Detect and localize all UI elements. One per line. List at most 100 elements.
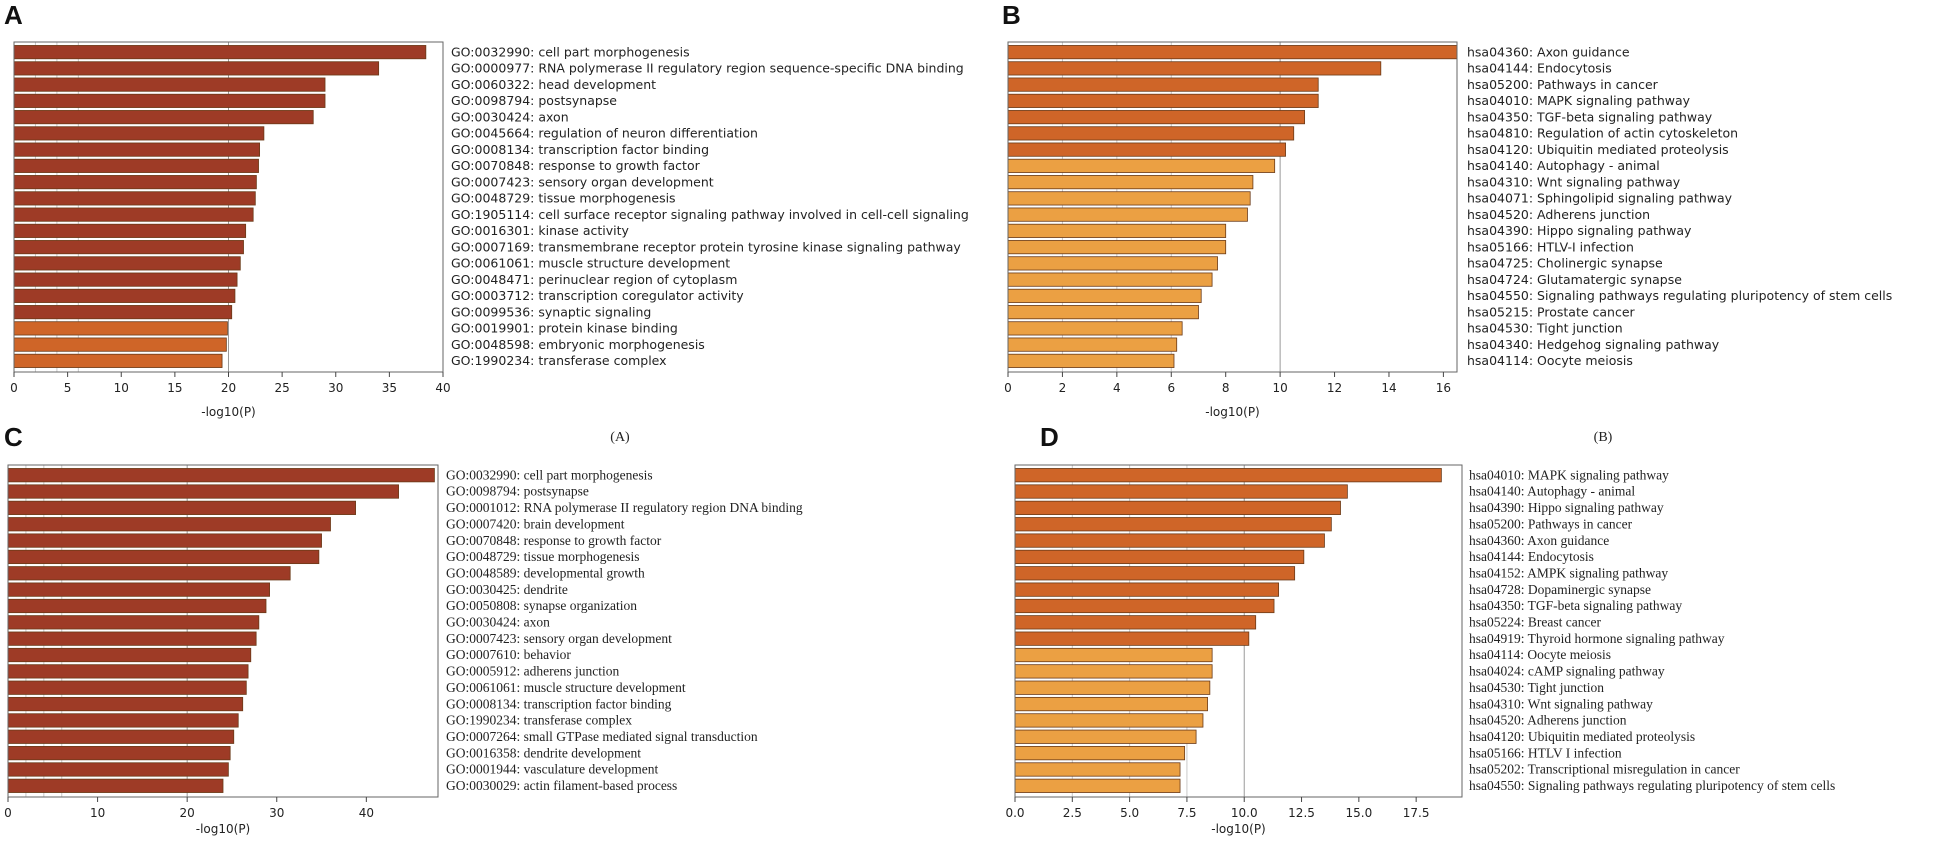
panel-b-x-axis-title: -log10(P) <box>1205 405 1260 419</box>
panel-c-bar <box>7 746 231 761</box>
panel-d-bar <box>1014 582 1280 597</box>
panel-d-tick-label: 2.5 <box>1063 806 1082 820</box>
panel-d-bar <box>1014 517 1332 532</box>
panel-d-tick-label: 12.5 <box>1288 806 1315 820</box>
panel-b-category-label: hsa04530: Tight junction <box>1467 321 1623 336</box>
panel-b-bar <box>1007 207 1248 222</box>
panel-d-plot-frame <box>1014 464 1463 798</box>
panel-a-category-label: GO:0019901: protein kinase binding <box>451 321 678 336</box>
panel-b-category-label: hsa04724: Glutamatergic synapse <box>1467 272 1682 287</box>
panel-a-bar <box>13 61 380 76</box>
panel-c-bar <box>7 582 270 597</box>
panel-letter-c: C <box>4 422 23 452</box>
panel-b-category-label: hsa04360: Axon guidance <box>1467 44 1630 59</box>
panel-a-tick-label: 15 <box>167 381 182 395</box>
panel-b-bar <box>1007 142 1286 157</box>
panel-b-category-label: hsa05215: Prostate cancer <box>1467 304 1636 319</box>
panel-a-category-label: GO:0003712: transcription coregulator ac… <box>451 288 744 303</box>
panel-c-bar <box>7 664 249 679</box>
panel-d-category-label: hsa04530: Tight junction <box>1469 680 1604 695</box>
panel-b-category-label: hsa04071: Sphingolipid signaling pathway <box>1467 191 1733 206</box>
panel-a-category-label: GO:0048471: perinuclear region of cytopl… <box>451 272 737 287</box>
panel-c-category-label: GO:0070848: response to growth factor <box>446 533 662 548</box>
panel-d-plot: hsa04010: MAPK signaling pathway hsa04140… <box>1005 464 1835 836</box>
panel-c-bar <box>7 713 239 728</box>
panel-b-bar <box>1007 61 1382 76</box>
panel-b-tick-label: 4 <box>1113 381 1121 395</box>
panel-letter-a: A <box>4 0 23 30</box>
panel-b-category-label: hsa04010: MAPK signaling pathway <box>1467 93 1691 108</box>
panel-b-category-label: hsa04550: Signaling pathways regulating … <box>1467 288 1892 303</box>
panel-b-bar <box>1007 191 1251 206</box>
panel-c: C GO:0032990: cell part morphogenesisGO:… <box>4 422 803 836</box>
panel-b-category-label: hsa04310: Wnt signaling pathway <box>1467 174 1681 189</box>
panel-b-bar <box>1007 223 1227 238</box>
panel-d-bar <box>1014 484 1348 499</box>
panel-a-tick-label: 40 <box>435 381 450 395</box>
panel-c-category-label: GO:0007423: sensory organ development <box>446 631 672 646</box>
panel-b-bar <box>1007 126 1295 141</box>
panel-d-tick-label: 15.0 <box>1345 806 1372 820</box>
panel-d-category-label: hsa05200: Pathways in cancer <box>1469 516 1633 531</box>
panel-a-bar <box>13 126 265 141</box>
panel-c-bar <box>7 778 224 793</box>
panel-c-bar <box>7 549 320 565</box>
panel-b-plot: hsa04360: Axon guidance hsa04144: Endocyt… <box>1004 41 1892 419</box>
panel-d-category-label: hsa05202: Transcriptional misregulation … <box>1469 762 1740 777</box>
panel-b-bar <box>1007 305 1199 320</box>
panel-a-bar <box>13 175 257 190</box>
panel-d-bar <box>1014 696 1208 712</box>
panel-c-category-label: GO:0007610: behavior <box>446 647 571 662</box>
panel-d-tick-label: 10.0 <box>1231 806 1258 820</box>
panel-d-x-axis-title: -log10(P) <box>1211 822 1266 836</box>
panel-letter-b: B <box>1002 0 1021 30</box>
panel-a-category-label: GO:0016301: kinase activity <box>451 223 630 238</box>
panel-d-tick-label: 0.0 <box>1005 806 1024 820</box>
panel-b-tick-label: 0 <box>1004 381 1012 395</box>
panel-letter-d: D <box>1040 422 1059 452</box>
panel-c-bar <box>7 566 291 581</box>
panel-b-category-label: hsa04350: TGF-beta signaling pathway <box>1467 109 1713 124</box>
panel-a-tick-label: 30 <box>328 381 343 395</box>
panel-c-bar <box>7 533 322 548</box>
panel-d-tick-label: 7.5 <box>1177 806 1196 820</box>
panel-b-category-label: hsa04140: Autophagy - animal <box>1467 158 1660 173</box>
panel-c-bar <box>7 517 331 532</box>
panel-b-tick-label: 14 <box>1381 381 1396 395</box>
panel-b-bar <box>1007 110 1306 125</box>
panel-d-bar <box>1014 533 1325 548</box>
panel-c-tick-label: 0 <box>4 806 12 820</box>
panel-c-bar <box>7 696 244 712</box>
panel-a-category-label: GO:0048598: embryonic morphogenesis <box>451 337 705 352</box>
panel-b-bar <box>1007 288 1202 303</box>
panel-d-category-label: hsa04919: Thyroid hormone signaling path… <box>1469 631 1725 646</box>
panel-b-category-label: hsa04810: Regulation of actin cytoskelet… <box>1467 126 1738 141</box>
panel-b-category-label: hsa05200: Pathways in cancer <box>1467 77 1659 92</box>
panel-b-category-label: hsa04114: Oocyte meiosis <box>1467 353 1633 368</box>
panel-d: D hsa04010: MAPK signaling pathway hsa041… <box>1005 422 1835 836</box>
panel-d-bar <box>1014 778 1181 793</box>
panel-a-tick-label: 0 <box>10 381 18 395</box>
panel-b-bar <box>1007 321 1183 336</box>
panel-a: A GO:0032990: cell part morphogenesisGO:… <box>4 0 969 445</box>
panel-c-category-label: GO:1990234: transferase complex <box>446 713 632 728</box>
panel-a-category-label: GO:0008134: transcription factor binding <box>451 142 709 157</box>
panel-b-tick-label: 2 <box>1059 381 1067 395</box>
panel-b-bar <box>1007 175 1254 190</box>
panel-a-category-label: GO:0000977: RNA polymerase II regulatory… <box>451 61 964 76</box>
panel-d-category-label: hsa04310: Wnt signaling pathway <box>1469 696 1653 711</box>
panel-b-tick-label: 6 <box>1167 381 1175 395</box>
panel-b: B hsa04360: Axon guidance hsa04144: Endoc… <box>1002 0 1892 445</box>
panel-c-bar <box>7 484 399 499</box>
panel-b-category-label: hsa05166: HTLV-I infection <box>1467 239 1634 254</box>
panel-c-category-label: GO:0030424: axon <box>446 615 550 630</box>
panel-d-category-label: hsa04350: TGF-beta signaling pathway <box>1469 598 1682 613</box>
panel-a-bar <box>13 256 241 271</box>
panel-c-category-label: GO:0098794: postsynapse <box>446 484 589 499</box>
panel-a-tick-label: 25 <box>274 381 289 395</box>
panel-a-tick-label: 5 <box>64 381 72 395</box>
panel-a-category-label: GO:0030424: axon <box>451 109 569 124</box>
panel-a-bar <box>13 288 236 303</box>
panel-b-tick-label: 10 <box>1272 381 1287 395</box>
panel-b-bar <box>1007 45 1458 60</box>
